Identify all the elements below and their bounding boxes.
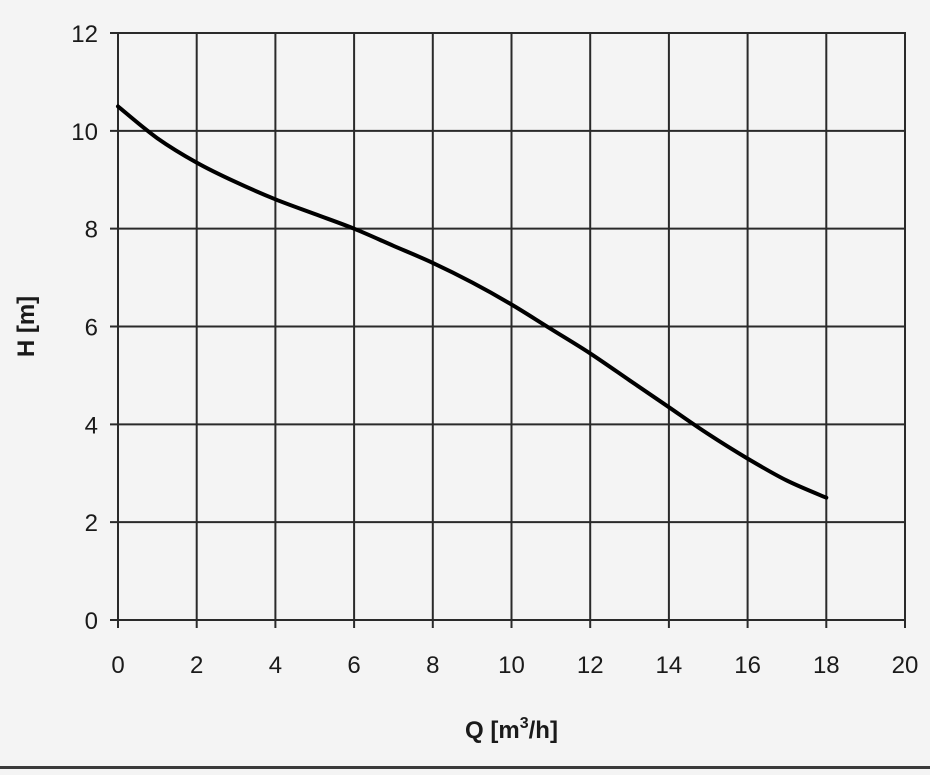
x-tick-label: 2 (190, 652, 203, 679)
y-axis-title: H [m] (13, 296, 40, 357)
y-tick-label: 4 (85, 412, 98, 439)
grid-lines (110, 32, 906, 628)
plot-frame (117, 32, 906, 621)
x-tick-label: 14 (656, 652, 683, 679)
head-flow-curve (116, 104, 829, 500)
x-tick-label: 10 (498, 652, 525, 679)
x-tick-label: 16 (734, 652, 761, 679)
bottom-divider (0, 766, 930, 769)
x-tick-label: 20 (892, 652, 919, 679)
x-axis-title-main: Q [m (465, 717, 520, 744)
tick-labels: 0 2 4 6 8 10 12 14 16 18 20 0 2 4 6 8 10 12 (71, 21, 918, 679)
x-tick-label: 8 (426, 652, 439, 679)
x-tick-label: 6 (347, 652, 360, 679)
x-axis-title: Q [m3/h] (465, 715, 558, 744)
y-tick-label: 0 (85, 608, 98, 635)
y-tick-label: 6 (85, 315, 98, 342)
x-axis-title-tail: /h] (529, 717, 558, 744)
x-tick-label: 4 (269, 652, 282, 679)
y-tick-label: 8 (85, 217, 98, 244)
x-tick-label: 12 (577, 652, 604, 679)
y-tick-label: 12 (71, 21, 98, 48)
y-tick-label: 2 (85, 510, 98, 537)
x-tick-label: 0 (111, 652, 124, 679)
x-axis-title-sup: 3 (520, 715, 529, 732)
x-tick-label: 18 (813, 652, 840, 679)
y-tick-label: 10 (71, 119, 98, 146)
